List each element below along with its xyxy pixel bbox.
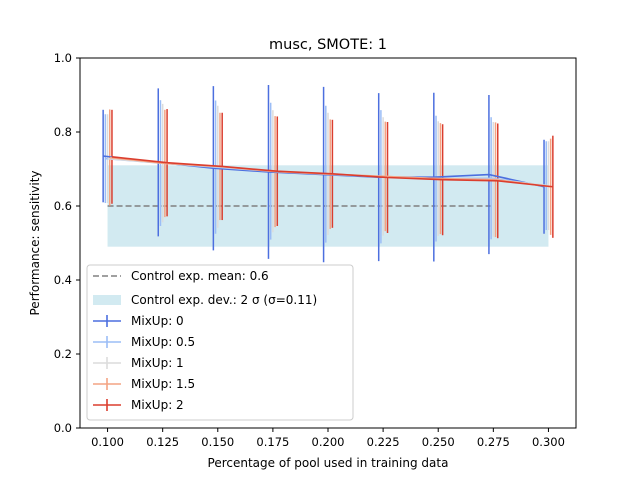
- x-tick-label-4: 0.200: [312, 435, 345, 449]
- y-tick-label-1: 0.2: [54, 347, 72, 361]
- x-axis-label: Percentage of pool used in training data: [208, 456, 449, 470]
- x-tick-label-7: 0.275: [477, 435, 510, 449]
- legend-label-series-0: MixUp: 0: [131, 314, 184, 328]
- y-tick-label-4: 0.8: [54, 125, 72, 139]
- x-tick-label-1: 0.125: [146, 435, 179, 449]
- legend-label-control-band: Control exp. dev.: 2 σ (σ=0.11): [131, 293, 317, 307]
- x-tick-label-8: 0.300: [532, 435, 565, 449]
- series-line-layer: [103, 155, 553, 188]
- y-axis-label: Performance: sensitivity: [28, 170, 42, 315]
- legend-label-control-mean: Control exp. mean: 0.6: [131, 269, 269, 283]
- x-tick-label-0: 0.100: [91, 435, 124, 449]
- y-tick-label-5: 1.0: [54, 51, 72, 65]
- legend-box: [86, 264, 354, 421]
- y-tick-label-0: 0.0: [54, 421, 72, 435]
- x-ticks: 0.100 0.125 0.150 0.175 0.200 0.225 0.250 0.275…: [91, 428, 565, 449]
- x-tick-label-6: 0.250: [422, 435, 455, 449]
- x-tick-label-2: 0.150: [201, 435, 234, 449]
- legend-label-series-1: MixUp: 0.5: [131, 335, 195, 349]
- x-tick-label-3: 0.175: [256, 435, 289, 449]
- x-tick-label-5: 0.225: [367, 435, 400, 449]
- legend-handle-control-band: [93, 295, 121, 305]
- y-tick-label-3: 0.6: [54, 199, 72, 213]
- chart-title: musc, SMOTE: 1: [269, 37, 387, 53]
- y-ticks: 0.0 0.2 0.4 0.6 0.8 1.0: [54, 51, 80, 435]
- legend-label-series-2: MixUp: 1: [131, 356, 184, 370]
- legend-label-series-4: MixUp: 2: [131, 398, 184, 412]
- series-line-4: [111, 155, 553, 188]
- legend: Control exp. mean: 0.6 Control exp. dev.:…: [86, 264, 354, 421]
- y-tick-label-2: 0.4: [54, 273, 72, 287]
- legend-label-series-3: MixUp: 1.5: [131, 377, 195, 391]
